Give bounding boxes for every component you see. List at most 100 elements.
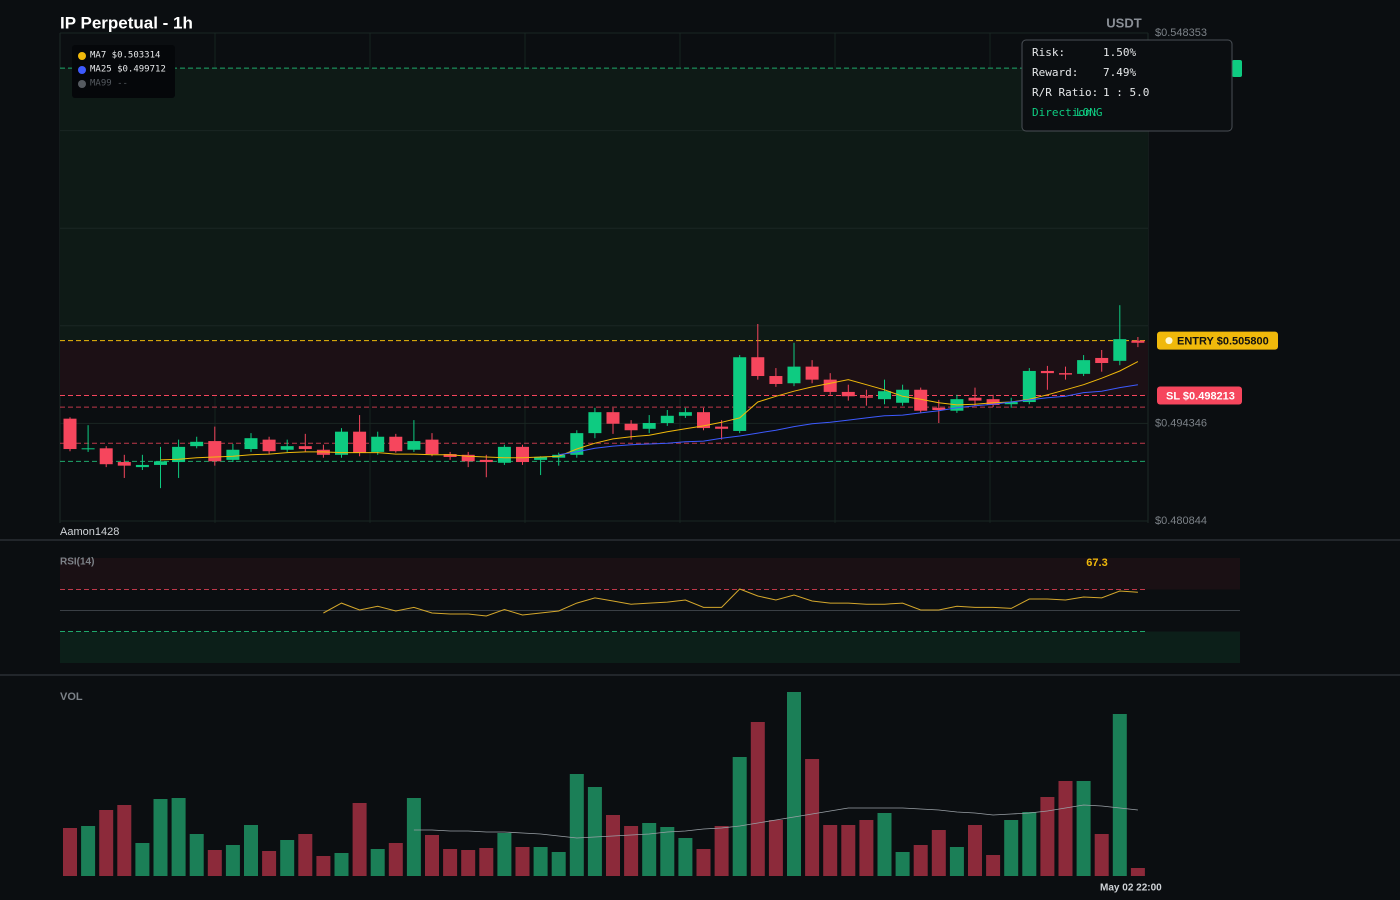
volume-bar <box>81 826 96 876</box>
entry-label: ENTRY $0.505800 <box>1177 336 1269 348</box>
candle-body <box>298 446 312 450</box>
tp-tag <box>1232 60 1242 77</box>
candle-body <box>208 441 222 462</box>
volume-bar <box>624 826 639 876</box>
volume-bar <box>99 810 114 876</box>
legend-dot <box>78 80 86 88</box>
volume-bar <box>986 855 1001 876</box>
candle-body <box>425 439 439 455</box>
rsi-value: 67.3 <box>1086 557 1107 569</box>
volume-bar <box>678 838 693 876</box>
candle-body <box>1059 373 1072 375</box>
risk-zone <box>60 340 1148 396</box>
candle-body <box>932 407 946 410</box>
y-tick-label: $0.480844 <box>1155 515 1207 527</box>
volume-bar <box>606 815 620 876</box>
candle-body <box>751 357 765 377</box>
candle-body <box>117 462 131 466</box>
volume-bar <box>443 849 458 876</box>
target-zone <box>60 68 1148 341</box>
info-label: Direction: <box>1032 106 1098 119</box>
volume-bar <box>461 850 476 876</box>
volume-bar <box>1076 781 1091 876</box>
candle-body <box>353 431 367 453</box>
candle-body <box>642 423 656 429</box>
volume-bar <box>787 692 801 876</box>
info-label: Reward: <box>1032 66 1078 79</box>
volume-bar <box>1130 868 1145 876</box>
info-label: Risk: <box>1032 46 1065 59</box>
volume-bar <box>171 798 186 876</box>
candle-body <box>1095 357 1109 364</box>
volume-bar <box>207 850 222 876</box>
candle-body <box>588 412 602 434</box>
volume-bar <box>1094 834 1109 876</box>
info-value: 7.49% <box>1103 66 1136 79</box>
info-value: LONG <box>1076 106 1103 119</box>
volume-bar <box>823 825 838 876</box>
volume-bar <box>1004 820 1019 876</box>
stop-label: SL $0.498213 <box>1166 390 1235 402</box>
unit: USDT <box>1106 15 1141 30</box>
candle-body <box>769 376 783 384</box>
candle-body <box>63 418 77 450</box>
volume-bar <box>750 722 765 876</box>
y-tick-label: $0.494346 <box>1155 417 1207 429</box>
candle-body <box>986 399 1000 405</box>
volume-bar <box>805 759 820 876</box>
candle-body <box>534 456 548 460</box>
volume-bar <box>895 852 910 876</box>
legend-dot <box>78 52 86 60</box>
volume-bar <box>334 853 349 876</box>
candle-body <box>624 423 638 431</box>
overbought-zone <box>60 558 1240 590</box>
volume-bar <box>1112 714 1127 876</box>
candle-body <box>389 436 403 452</box>
info-label: R/R Ratio: <box>1032 86 1098 99</box>
info-value: 1.50% <box>1103 46 1136 59</box>
candle-body <box>570 433 584 455</box>
candle-body <box>280 446 294 450</box>
info-box <box>1021 39 1233 132</box>
legend-label: MA7 $0.503314 <box>90 51 160 61</box>
ma-line <box>558 384 1138 456</box>
candle-body <box>99 448 113 465</box>
candle-body <box>805 366 819 380</box>
candle-body <box>859 396 873 398</box>
volume-bar <box>968 825 982 876</box>
volume-bar <box>280 840 295 876</box>
volume-bar <box>768 820 783 876</box>
info-value: 1 : 5.0 <box>1103 86 1149 99</box>
candle-body <box>497 446 511 463</box>
candle-body <box>190 441 204 447</box>
volume-bar <box>515 847 530 876</box>
volume-bar <box>696 849 711 876</box>
stop-tag <box>1157 386 1242 405</box>
candle-body <box>968 397 982 401</box>
candle-body <box>371 436 385 452</box>
volume-bar <box>859 820 874 876</box>
candle-body <box>154 461 167 465</box>
candle-body <box>1077 360 1091 374</box>
volume-bar <box>569 774 584 876</box>
candle-body <box>660 415 674 424</box>
volume-bar <box>1022 812 1037 876</box>
watermark: Aamon1428 <box>60 526 119 538</box>
volume-bar <box>298 834 313 876</box>
volume-bar <box>388 843 403 876</box>
entry-tag <box>1157 331 1278 350</box>
pane-title: VOL <box>60 691 83 703</box>
volume-bar <box>660 827 675 876</box>
volume-bar <box>262 851 277 876</box>
candle-body <box>914 389 928 411</box>
volume-bar <box>135 843 150 876</box>
volume-ma-line <box>413 804 1138 839</box>
candle-body <box>1040 370 1054 374</box>
candle-body <box>516 446 529 463</box>
candle-body <box>1004 402 1018 405</box>
volume-bar <box>244 825 258 876</box>
volume-bar <box>877 813 892 876</box>
candle-body <box>407 441 421 450</box>
